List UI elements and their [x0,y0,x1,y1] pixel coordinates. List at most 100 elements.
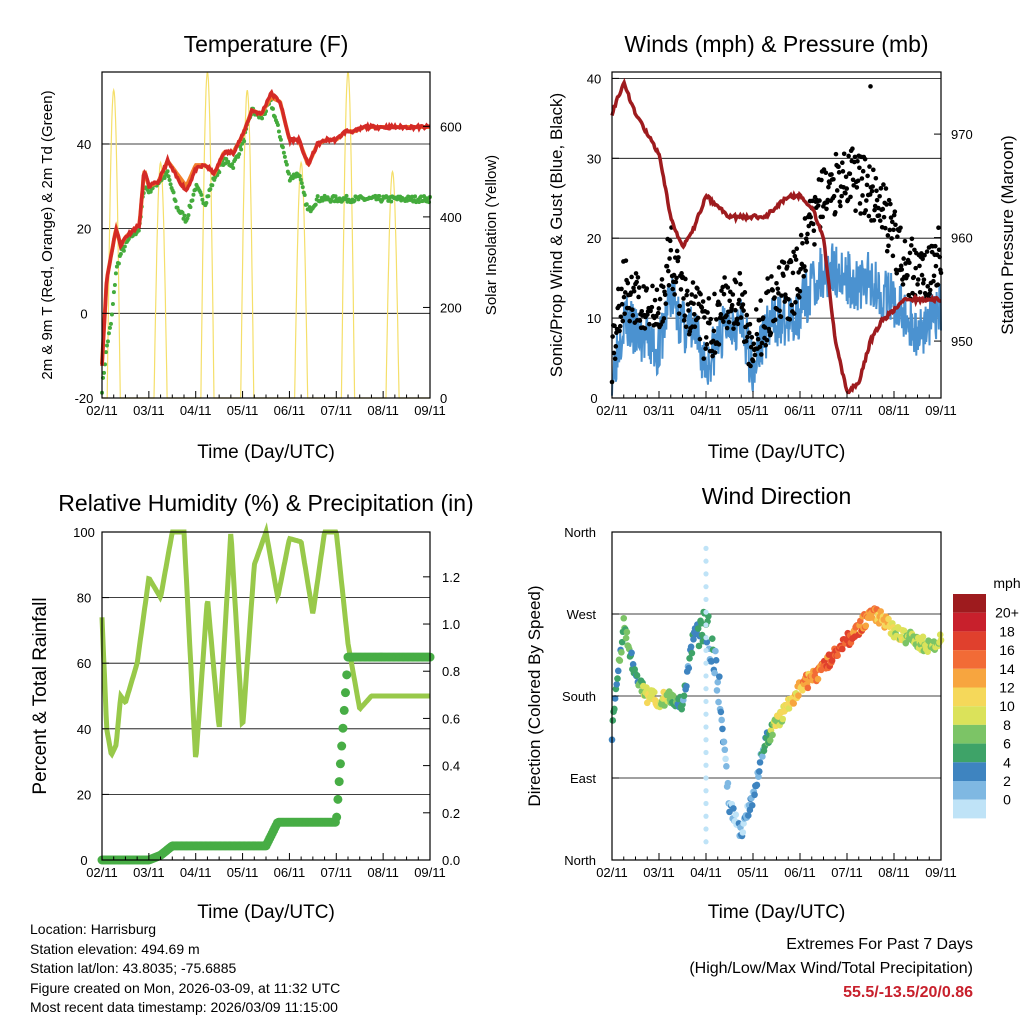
legend-swatch [953,668,986,688]
gust-point [749,334,755,340]
gust-point [843,190,848,196]
gust-point [883,186,889,191]
gust-point [804,239,810,245]
direction-calm-point [703,724,709,730]
solar-insolation-line [102,71,430,399]
gust-point [748,363,753,369]
temp-9m-line [100,95,430,365]
gust-point [753,307,759,312]
dewpoint-point [344,193,349,198]
gust-point [777,308,782,314]
wind-xtick-label: 07/11 [831,403,863,418]
dewpoint-point [239,147,244,152]
gust-point [854,185,860,190]
pressure-line [610,77,942,395]
dewpoint-point [121,248,126,253]
gust-point [889,236,894,241]
gust-point [811,228,817,233]
gust-point [779,293,784,298]
gust-point [654,287,660,293]
dewpoint-point [166,174,171,179]
gust-point [740,302,746,307]
gust-point [710,353,715,359]
legend-swatch [953,724,986,744]
direction-point [686,654,693,662]
direction-calm-point [703,647,709,654]
dewpoint-point [352,198,357,203]
gust-point [719,288,724,293]
gust-point [737,270,743,276]
hum-title: Relative Humidity (%) & Precipitation (i… [58,490,473,516]
gust-point [841,151,847,157]
gust-point [735,321,741,327]
direction-point [719,725,726,733]
gust-point [702,315,707,320]
gust-point [898,263,904,269]
wind-xtick-label: 02/11 [596,403,628,418]
gust-point [874,197,880,203]
gust-point [679,271,684,276]
hum-xtick-label: 08/11 [367,865,399,880]
rainfall-series [97,652,435,865]
gust-point [672,292,677,297]
gust-point [619,286,624,292]
direction-point [651,688,658,696]
hum-ytick-label: 20 [77,787,91,802]
gust-point [617,323,623,329]
dewpoint-series [100,98,432,395]
direction-point [680,692,688,700]
legend-label: 20+ [995,605,1019,621]
gust-point [853,208,858,214]
temp-ylabel: 2m & 9m T (Red, Orange) & 2m Td (Green) [39,90,56,379]
dewpoint-point [111,290,116,295]
gust-point [760,315,766,320]
direction-point [740,820,747,827]
gust-point [833,151,839,157]
direction-point [717,708,725,716]
dewpoint-point [165,169,170,174]
dewpoint-point [270,106,275,111]
gust-point [676,255,681,260]
location-text: Location: Harrisburg [30,921,157,937]
gust-point [915,277,921,282]
gust-point [666,268,671,274]
gust-point [659,277,665,282]
dewpoint-point [180,210,185,215]
gust-point [862,156,868,162]
gust-point [729,302,735,308]
gust-point [716,342,722,347]
gust-point [848,194,853,200]
gust-point [881,214,887,220]
temp-xtick-label: 02/11 [86,403,118,418]
dewpoint-point [208,187,213,192]
gust-point [866,213,872,219]
direction-point [748,802,756,809]
rainfall-point [340,688,350,698]
dewpoint-point [107,325,112,330]
gust-point [712,291,717,297]
gust-point [678,287,684,292]
direction-point [618,638,626,646]
gust-point [666,283,672,288]
temp-xlabel: Time (Day/UTC) [197,442,335,463]
gust-point [812,242,817,247]
gust-point [639,308,645,314]
legend-swatch [953,687,986,707]
gust-point [744,312,750,318]
wind-xtick-label: 08/11 [878,403,910,418]
gust-point [770,288,776,293]
legend-label: 6 [1003,736,1011,752]
gust-point [623,258,629,263]
gust-point [750,358,756,364]
direction-point [685,664,693,672]
gust-point [790,270,796,276]
gust-point [675,258,681,264]
temp-y2tick-label: 0 [440,391,447,406]
gust-point [637,318,643,323]
gust-point [823,170,829,176]
gust-point [850,146,855,152]
gust-point [726,319,732,325]
gust-point [764,337,770,343]
temp-y2tick-label: 600 [440,119,462,134]
